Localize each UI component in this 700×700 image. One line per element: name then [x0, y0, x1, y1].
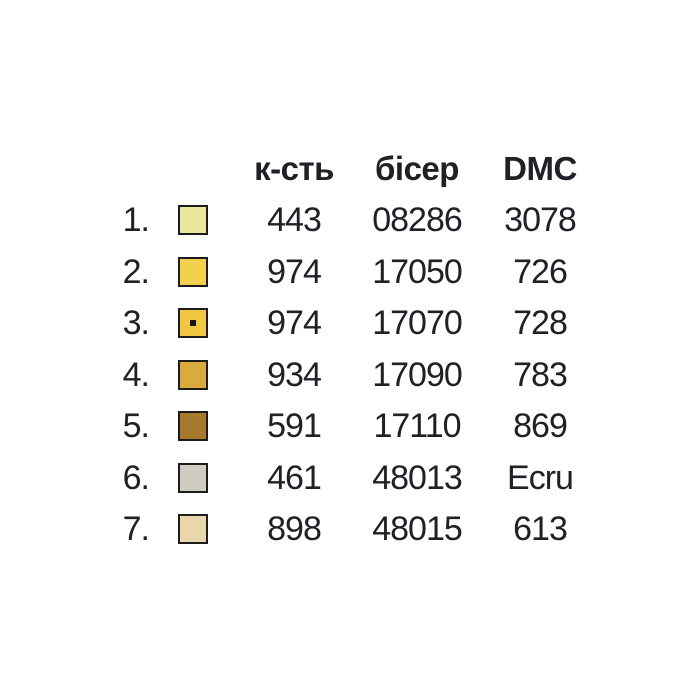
bead-code-value: 17090 — [372, 355, 463, 394]
color-swatch — [178, 359, 208, 390]
row-number: 2. — [122, 252, 150, 291]
swatch-cell — [155, 514, 231, 545]
color-swatch — [178, 205, 208, 236]
color-swatch — [178, 411, 208, 442]
bead-code-value: 17070 — [372, 304, 463, 343]
dmc-code-value: 783 — [513, 355, 568, 394]
color-swatch — [178, 256, 208, 287]
dmc-code-value: Ecru — [507, 458, 574, 497]
swatch-cell — [155, 256, 231, 287]
column-header-quantity: к-сть — [254, 150, 334, 188]
quantity-value: 934 — [267, 355, 322, 394]
row-number: 5. — [122, 407, 150, 446]
dmc-code-value: 869 — [513, 407, 568, 446]
dmc-code-value: 726 — [513, 252, 568, 291]
color-swatch — [178, 308, 208, 339]
quantity-value: 898 — [267, 510, 322, 549]
row-number: 3. — [122, 304, 150, 343]
dmc-code-value: 613 — [513, 510, 568, 549]
column-header-dmc: DMC — [503, 150, 577, 188]
color-swatch — [178, 462, 208, 493]
swatch-cell — [155, 462, 231, 493]
swatch-cell — [155, 308, 231, 339]
quantity-value: 974 — [267, 252, 322, 291]
row-number: 1. — [122, 201, 150, 240]
swatch-cell — [155, 359, 231, 390]
dmc-code-value: 728 — [513, 304, 568, 343]
bead-code-value: 17050 — [372, 252, 463, 291]
quantity-value: 443 — [267, 201, 322, 240]
bead-code-value: 48015 — [372, 510, 463, 549]
bead-code-value: 48013 — [372, 458, 463, 497]
column-header-beads: бісер — [375, 150, 459, 188]
dmc-code-value: 3078 — [504, 201, 577, 240]
quantity-value: 591 — [267, 407, 322, 446]
bead-code-value: 08286 — [372, 201, 463, 240]
center-dot-symbol — [190, 320, 196, 327]
swatch-cell — [155, 205, 231, 236]
row-number: 7. — [122, 510, 150, 549]
color-key-table: к-сть бісер DMC 1. 443 08286 3078 2. 974… — [103, 143, 603, 555]
color-swatch — [178, 514, 208, 545]
row-number: 6. — [122, 458, 150, 497]
swatch-cell — [155, 411, 231, 442]
quantity-value: 974 — [267, 304, 322, 343]
row-number: 4. — [122, 355, 150, 394]
bead-code-value: 17110 — [373, 407, 461, 446]
quantity-value: 461 — [267, 458, 322, 497]
